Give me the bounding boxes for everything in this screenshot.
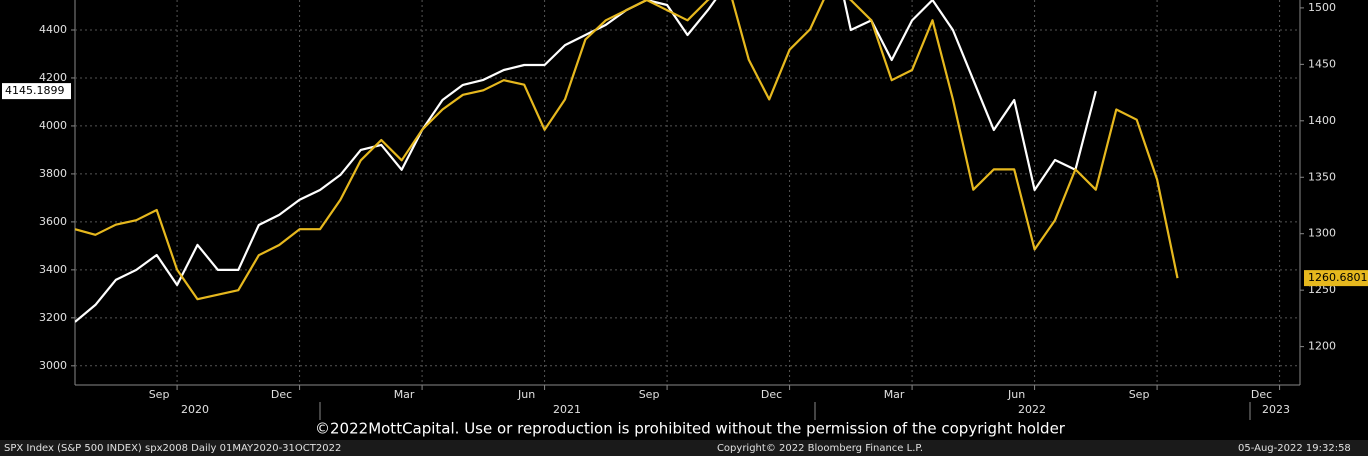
y-tick-label: 4400 bbox=[39, 23, 67, 36]
y-tick-label: 4000 bbox=[39, 119, 67, 132]
y2-tick-label: 1250 bbox=[1308, 283, 1336, 296]
x-tick-label: Dec bbox=[271, 388, 292, 401]
last-value-label: 1260.6801 bbox=[1308, 271, 1368, 284]
x-tick-label: Jun bbox=[1007, 388, 1025, 401]
x-tick-label: Dec bbox=[761, 388, 782, 401]
series-line bbox=[75, 0, 1097, 323]
x-tick-label: Mar bbox=[394, 388, 415, 401]
y-tick-label: 4200 bbox=[39, 71, 67, 84]
last-value-label: 4145.1899 bbox=[5, 84, 65, 97]
x-tick-label: Mar bbox=[884, 388, 905, 401]
y2-tick-label: 1450 bbox=[1308, 57, 1336, 70]
y2-tick-label: 1350 bbox=[1308, 170, 1336, 183]
x-tick-label: Sep bbox=[149, 388, 170, 401]
year-label: 2022 bbox=[1018, 403, 1046, 416]
year-label: 2020 bbox=[181, 403, 209, 416]
y2-tick-label: 1200 bbox=[1308, 340, 1336, 353]
y-tick-label: 3400 bbox=[39, 263, 67, 276]
footer-bar bbox=[0, 440, 1368, 456]
x-tick-label: Jun bbox=[517, 388, 535, 401]
year-label: 2023 bbox=[1262, 403, 1290, 416]
y-tick-label: 3200 bbox=[39, 311, 67, 324]
y2-tick-label: 1400 bbox=[1308, 114, 1336, 127]
x-tick-label: Dec bbox=[1251, 388, 1272, 401]
last-value-box bbox=[2, 83, 71, 100]
copyright-note: ©2022MottCapital. Use or reproduction is… bbox=[315, 420, 1066, 438]
x-tick-label: Sep bbox=[639, 388, 660, 401]
footer-left: SPX Index (S&P 500 INDEX) spx2008 Daily … bbox=[4, 443, 341, 454]
footer-right: 05-Aug-2022 19:32:58 bbox=[1238, 443, 1351, 454]
plot-area bbox=[75, 0, 1179, 323]
y-tick-label: 3600 bbox=[39, 215, 67, 228]
y-tick-label: 3800 bbox=[39, 167, 67, 180]
y-tick-label: 3000 bbox=[39, 359, 67, 372]
year-label: 2021 bbox=[553, 403, 581, 416]
last-value-box bbox=[1304, 270, 1368, 287]
footer-center: Copyright© 2022 Bloomberg Finance L.P. bbox=[717, 443, 923, 454]
y2-tick-label: 1500 bbox=[1308, 1, 1336, 14]
series-line bbox=[75, 0, 1179, 301]
y2-tick-label: 1300 bbox=[1308, 227, 1336, 240]
x-tick-label: Sep bbox=[1129, 388, 1150, 401]
